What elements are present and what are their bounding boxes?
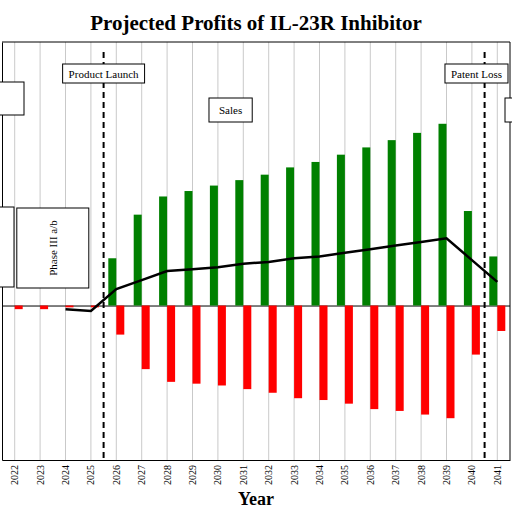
bar xyxy=(243,306,251,390)
chart: Projected Profits of IL-23R Inhibitor 202… xyxy=(0,0,512,512)
annotation-box xyxy=(209,98,252,122)
bar xyxy=(66,306,74,308)
marks xyxy=(15,124,506,418)
bar xyxy=(439,124,447,306)
bar xyxy=(185,191,193,305)
bar xyxy=(159,196,167,305)
x-grid-line xyxy=(90,42,91,460)
annotations: Product Launch Patent Loss Sales Phase III … xyxy=(17,52,508,460)
bar xyxy=(312,162,320,306)
x-tick-label: 2029 xyxy=(187,465,198,485)
bar xyxy=(497,306,505,331)
x-tick-label: 2032 xyxy=(263,465,274,485)
event-label: Product Launch xyxy=(69,68,139,80)
bar xyxy=(388,140,396,305)
edge-box xyxy=(505,98,512,122)
bar xyxy=(337,155,345,306)
y-axis xyxy=(2,43,510,461)
bar xyxy=(193,306,201,384)
event-box xyxy=(445,64,508,83)
annotation-box xyxy=(17,208,89,288)
bar xyxy=(447,306,455,419)
frame-top xyxy=(2,42,510,43)
bar xyxy=(396,306,404,411)
bar xyxy=(142,306,150,370)
x-tick-label: 2025 xyxy=(85,465,96,485)
x-tick-label: 2034 xyxy=(314,465,325,485)
x-tick-label: 2030 xyxy=(212,465,223,485)
x-axis: 2022 2023 2024 2025 2026 2027 2028 2029 2030 2031… xyxy=(3,42,511,485)
x-tick-label: 2041 xyxy=(492,465,503,485)
bar xyxy=(108,258,116,305)
bar xyxy=(116,306,124,335)
bar xyxy=(286,167,294,305)
x-tick-label: 2028 xyxy=(162,465,173,485)
bar xyxy=(413,133,421,306)
bar xyxy=(167,306,175,382)
x-grid-line xyxy=(116,42,117,460)
x-tick-label: 2022 xyxy=(9,465,20,485)
bar xyxy=(134,215,142,306)
x-axis-line xyxy=(3,460,511,461)
title: Projected Profits of IL-23R Inhibitor xyxy=(90,11,422,35)
x-tick-label: 2023 xyxy=(35,465,46,485)
x-tick-label: 2035 xyxy=(339,465,350,485)
x-grid-line xyxy=(497,42,498,460)
bar xyxy=(218,306,226,386)
bar xyxy=(15,306,23,310)
y-tick xyxy=(2,306,510,307)
bar xyxy=(370,306,378,410)
x-tick-label: 2038 xyxy=(416,465,427,485)
bar xyxy=(294,306,302,399)
x-tick-label: 2026 xyxy=(111,465,122,485)
edge-box xyxy=(0,82,24,115)
x-tick-label: 2033 xyxy=(289,465,300,485)
x-tick-label: 2039 xyxy=(441,465,452,485)
annotation: Phase III a/b xyxy=(47,220,59,276)
x-tick-label: 2036 xyxy=(365,465,376,485)
x-tick-label: 2037 xyxy=(390,465,401,485)
bar xyxy=(40,306,48,310)
bar xyxy=(58,305,66,306)
bar xyxy=(32,305,40,306)
bar xyxy=(83,305,91,306)
zero-line xyxy=(2,306,510,307)
x-tick-label: 2031 xyxy=(238,465,249,485)
edge-box xyxy=(0,207,14,287)
event-line xyxy=(484,52,486,460)
bar xyxy=(235,180,243,305)
event-line xyxy=(103,52,105,460)
x-tick-label: 2024 xyxy=(60,465,71,485)
x-axis-title: Year xyxy=(238,489,274,509)
bar xyxy=(269,306,277,393)
bar xyxy=(345,306,353,404)
x-tick-label: 2040 xyxy=(466,465,477,485)
x-tick-label: 2027 xyxy=(136,465,147,485)
event-label: Patent Loss xyxy=(451,68,502,80)
bar xyxy=(210,186,218,306)
bar xyxy=(362,147,370,305)
bar xyxy=(320,306,328,401)
bar xyxy=(421,306,429,415)
bar xyxy=(472,306,480,355)
annotation: Sales xyxy=(219,104,242,116)
bar xyxy=(7,305,15,306)
event-box xyxy=(63,64,145,83)
bar xyxy=(261,175,269,306)
profit-line xyxy=(66,238,498,311)
